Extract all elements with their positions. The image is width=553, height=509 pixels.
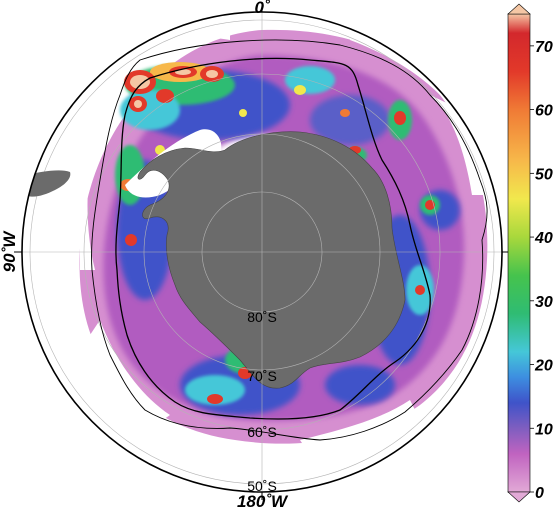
colorbar-bottom-arrow [507, 491, 531, 503]
colorbar-tick-label: 40 [534, 230, 553, 247]
south-america-land [25, 170, 71, 197]
label-top-meridian: 0˚ [254, 0, 270, 17]
front-line [115, 57, 431, 420]
latitude-label-70: 70˚S [247, 368, 277, 384]
antarctica-land [137, 131, 406, 389]
latitude-label-50: 50˚S [247, 478, 277, 494]
colorbar-tick-label: 60 [535, 103, 553, 120]
data-field [22, 12, 502, 492]
colorbar-tick-label: 10 [535, 421, 553, 438]
latitude-label-80: 80˚S [247, 309, 277, 325]
colorbar-tick-label: 20 [534, 358, 553, 375]
colorbar-tick-label: 0 [535, 485, 544, 502]
colorbar-top-arrow [507, 3, 531, 15]
graticule [22, 12, 502, 492]
colorbar: 70 60 50 40 30 20 10 0 [507, 3, 553, 503]
colorbar-tick-label: 30 [535, 294, 553, 311]
colorbar-gradient [507, 13, 531, 493]
colorbar-tick-label: 70 [535, 39, 553, 56]
latitude-label-60: 60˚S [247, 424, 277, 440]
colorbar-tick-label: 50 [535, 166, 553, 183]
coastline [91, 39, 488, 441]
label-bottom-meridian: 180˚W [237, 492, 289, 509]
label-left-meridian: 90˚W [0, 230, 19, 273]
